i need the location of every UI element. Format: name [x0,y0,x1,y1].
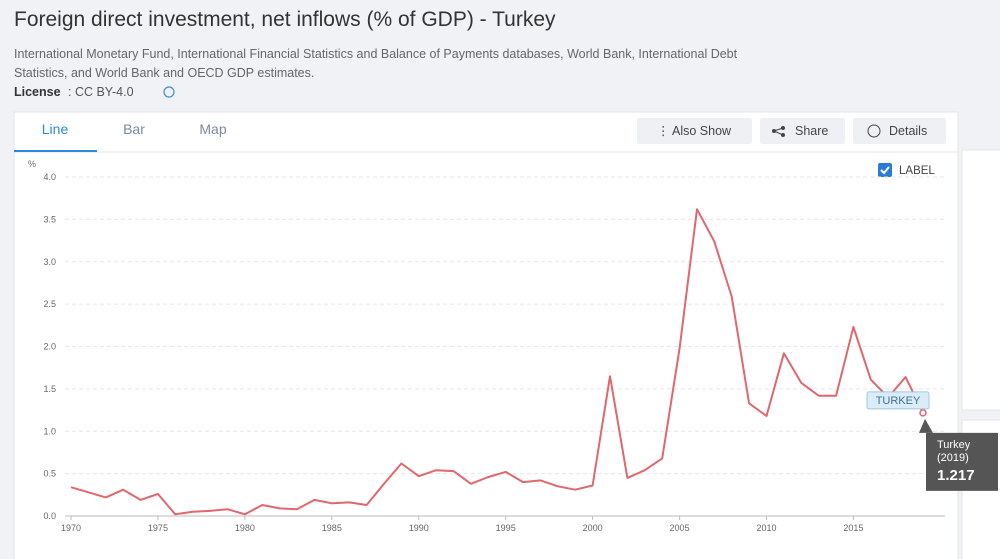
y-tick-label: 3.5 [43,214,56,224]
x-tick-label: 2015 [843,523,863,533]
source-text: International Monetary Fund, Internation… [14,47,738,61]
source-text: Statistics, and World Bank and OECD GDP … [14,66,314,80]
checkbox[interactable] [878,163,892,177]
license-label: License [14,85,61,99]
side-panel [961,149,1000,411]
y-tick-label: 2.5 [43,299,56,309]
y-tick-label: 4.0 [43,172,56,182]
x-tick-label: 1990 [409,523,429,533]
chart-card [13,111,959,559]
button[interactable] [637,118,752,144]
x-tick-label: 1975 [148,523,168,533]
button-label: Details [889,124,927,138]
series-line [70,208,924,516]
tooltip-pointer [919,418,933,433]
y-tick-label: 0.5 [43,469,56,479]
x-tick-label: 1995 [496,523,516,533]
y-tick-label: 3.0 [43,257,56,267]
series-label: TURKEY [876,395,921,407]
button-label: Share [795,124,828,138]
checkbox-label: LABEL [899,165,935,177]
x-tick-label: 1970 [61,523,81,533]
tooltip-period: (2019) [937,452,969,464]
tooltip-name: Turkey [937,439,971,451]
series-label-box [866,391,930,410]
license-value: : CC BY-4.0 [68,85,134,99]
x-tick-label: 2000 [583,523,603,533]
tab[interactable]: Line [42,121,69,137]
checkmark [880,166,890,175]
y-tick-label: 0.0 [43,511,56,521]
button-icon: ⋮ [657,124,670,138]
tab[interactable]: Map [199,121,226,137]
button[interactable] [853,118,946,144]
y-tick-label: 2.0 [43,342,56,352]
x-tick-label: 1980 [235,523,255,533]
y-axis-label: % [28,159,36,169]
button[interactable] [760,118,845,144]
tab[interactable]: Bar [123,121,145,137]
point-marker [919,409,927,417]
y-tick-label: 1.5 [43,384,56,394]
button-label: Also Show [672,124,732,138]
y-tick-label: 1.0 [43,426,56,436]
x-tick-label: 2005 [670,523,690,533]
info-icon[interactable] [163,86,175,98]
page-title: Foreign direct investment, net inflows (… [14,8,556,31]
x-tick-label: 2010 [756,523,776,533]
details-icon [867,124,881,138]
tooltip-value: 1.217 [937,467,975,484]
share-icon [772,126,785,137]
x-tick-label: 1985 [322,523,342,533]
tooltip [926,432,998,491]
